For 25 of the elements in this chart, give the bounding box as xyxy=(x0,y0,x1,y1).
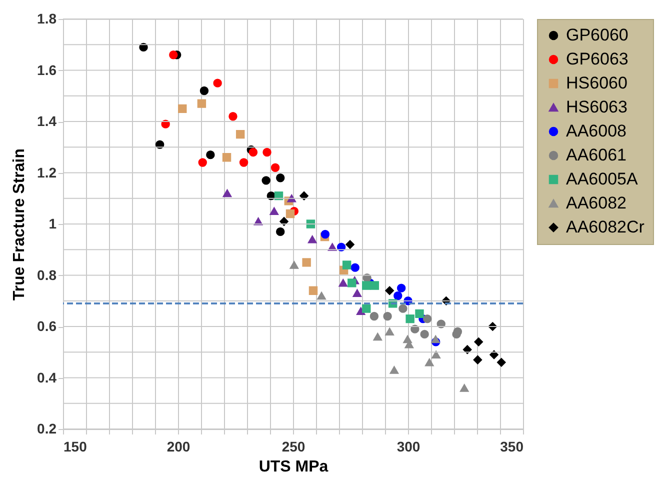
legend-label: AA6061 xyxy=(566,146,626,164)
legend-label: AA6005A xyxy=(566,170,638,188)
y-tick-label: 0.2 xyxy=(37,420,57,436)
legend-label: HS6063 xyxy=(566,98,628,116)
x-tick-label: 200 xyxy=(166,438,190,454)
y-tick-label: 0.6 xyxy=(37,318,57,334)
legend-label: HS6060 xyxy=(566,74,628,92)
x-axis-title: UTS MPa xyxy=(258,458,328,476)
y-tick-label: 1.6 xyxy=(37,62,57,78)
y-tick-label: 1.4 xyxy=(37,113,57,129)
y-tick-label: 1.8 xyxy=(37,10,57,26)
x-tick-label: 300 xyxy=(396,438,420,454)
y-tick-label: 1.2 xyxy=(37,164,57,180)
legend-label: AA6082Cr xyxy=(566,218,645,236)
legend-label: AA6008 xyxy=(566,122,626,140)
y-axis-title: True Fracture Strain xyxy=(11,148,28,301)
y-tick-label: 1 xyxy=(48,216,57,232)
x-tick-label: 250 xyxy=(282,438,306,454)
y-tick-label: 0.4 xyxy=(37,369,57,386)
x-tick-label: 350 xyxy=(500,438,524,454)
legend-label: GP6060 xyxy=(566,26,628,44)
x-tick-label: 150 xyxy=(64,438,88,454)
legend-label: AA6082 xyxy=(566,194,626,212)
legend-label: GP6063 xyxy=(566,50,628,68)
y-tick-label: 0.8 xyxy=(37,266,57,283)
